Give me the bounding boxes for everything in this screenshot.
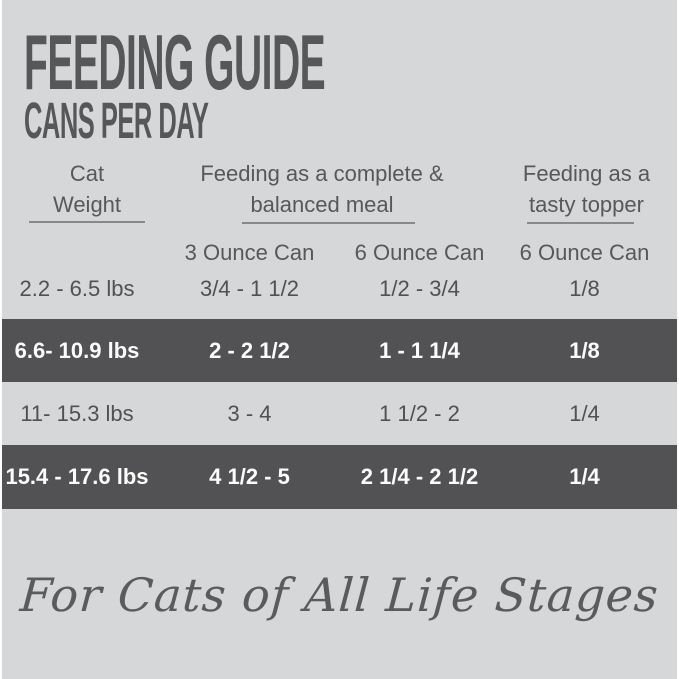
cell-complete-6oz: 1/2 - 3/4 xyxy=(379,276,460,301)
column-header-line: Cat xyxy=(69,161,105,186)
table-row-highlighted: 15.4 - 17.6 lbs 4 1/2 - 5 2 1/4 - 2 1/2 … xyxy=(2,445,677,509)
table-row-highlighted: 6.6- 10.9 lbs 2 - 2 1/2 1 - 1 1/4 1/8 xyxy=(2,319,677,382)
cell-complete-3oz: 3 - 4 xyxy=(227,400,272,426)
sub-header-6oz-can: 6 Ounce Can xyxy=(354,240,485,265)
complete-meal-underline xyxy=(242,222,415,224)
sub-header-6oz-can-topper: 6 Ounce Can xyxy=(519,240,650,265)
cell-topper-6oz: 1/8 xyxy=(569,276,600,301)
table-row: 11- 15.3 lbs 3 - 4 1 1/2 - 2 1/4 xyxy=(2,382,677,445)
tasty-topper-underline xyxy=(527,222,634,224)
cell-complete-6oz: 1 1/2 - 2 xyxy=(379,400,460,426)
page-title: FEEDING GUIDE xyxy=(24,18,326,106)
cell-topper-6oz: 1/4 xyxy=(569,400,600,426)
sub-header-3oz-can: 3 Ounce Can xyxy=(184,240,315,265)
column-header-line: tasty topper xyxy=(529,192,644,217)
cell-complete-3oz: 4 1/2 - 5 xyxy=(209,464,290,489)
cell-complete-6oz: 1 - 1 1/4 xyxy=(379,337,460,363)
cell-topper-6oz: 1/8 xyxy=(569,337,600,363)
sub-header-row: 3 Ounce Can 6 Ounce Can 6 Ounce Can xyxy=(2,240,677,266)
cell-weight: 6.6- 10.9 lbs xyxy=(14,337,140,363)
column-header-tasty-topper: Feeding as a tasty topper xyxy=(492,158,677,220)
cell-complete-3oz: 2 - 2 1/2 xyxy=(209,337,290,363)
cell-weight: 15.4 - 17.6 lbs xyxy=(5,464,149,489)
column-header-cat-weight: Cat Weight xyxy=(12,158,162,220)
column-header-line: Weight xyxy=(52,192,122,217)
table-row: 2.2 - 6.5 lbs 3/4 - 1 1/2 1/2 - 3/4 1/8 xyxy=(2,259,677,319)
cell-weight: 11- 15.3 lbs xyxy=(20,400,134,426)
cell-complete-3oz: 3/4 - 1 1/2 xyxy=(199,276,300,301)
cell-complete-6oz: 2 1/4 - 2 1/2 xyxy=(360,464,479,489)
column-header-complete-meal: Feeding as a complete & balanced meal xyxy=(152,158,492,220)
column-header-line: Feeding as a xyxy=(522,161,651,186)
column-header-line: Feeding as a complete & xyxy=(200,161,444,186)
cell-topper-6oz: 1/4 xyxy=(569,464,600,489)
cat-weight-underline xyxy=(29,221,145,223)
life-stages-tagline: For Cats of All Life Stages xyxy=(18,568,661,622)
cell-weight: 2.2 - 6.5 lbs xyxy=(19,276,135,301)
page-subtitle: CANS PER DAY xyxy=(24,92,209,149)
column-header-line: balanced meal xyxy=(250,192,394,217)
